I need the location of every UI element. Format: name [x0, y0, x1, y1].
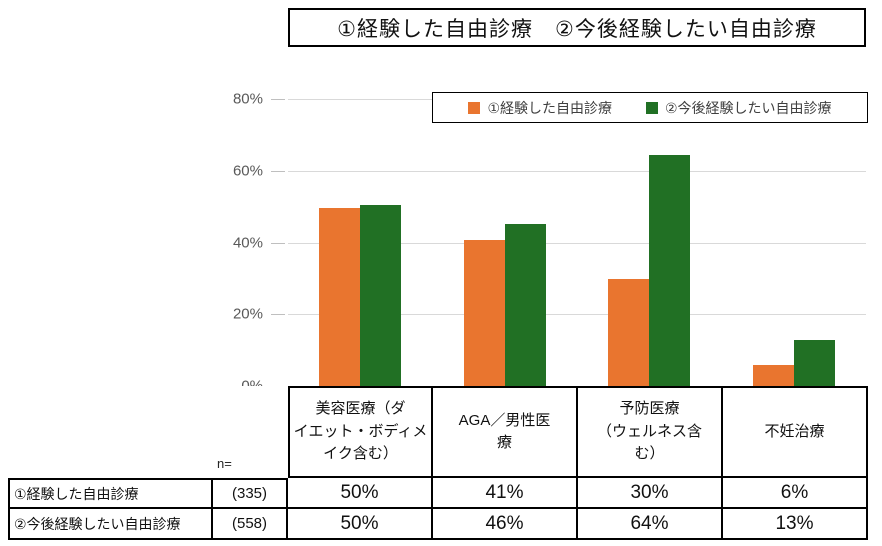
category-header-aga: AGA／男性医 療	[433, 386, 578, 478]
gridline-40	[288, 242, 866, 244]
y-axis-label: 40%	[232, 234, 263, 251]
category-header-fertility: 不妊治療	[723, 386, 868, 478]
bar-group-aga	[433, 99, 578, 386]
data-table: n= 美容医療（ダ イエット・ボディメ イク含む） AGA／男性医 療 予防医療…	[8, 386, 868, 540]
category-header-preventive: 予防医療 （ウェルネス含 む）	[578, 386, 723, 478]
y-axis-tick	[271, 314, 285, 316]
legend-label-series1: ①経験した自由診療	[487, 99, 612, 116]
n-value-experienced: (335)	[213, 478, 288, 509]
legend-item-series1: ①経験した自由診療	[468, 98, 612, 118]
y-axis-tick	[271, 99, 285, 100]
bar-group-preventive	[577, 99, 722, 386]
bar-groups	[288, 99, 866, 386]
value-cell: 41%	[433, 478, 578, 509]
legend-item-series2: ②今後経験したい自由診療	[646, 98, 832, 118]
row-label-experienced: ①経験した自由診療	[8, 478, 213, 509]
legend-swatch-orange-icon	[468, 101, 481, 114]
gridline-20	[288, 314, 866, 316]
gridline-60	[288, 170, 866, 172]
bar-series2-preventive	[649, 155, 691, 386]
legend-swatch-green-icon	[646, 101, 658, 114]
value-cell: 13%	[723, 509, 868, 540]
value-cell: 46%	[433, 509, 578, 540]
row-label-want: ②今後経験したい自由診療	[8, 509, 213, 540]
bar-group-fertility	[722, 99, 867, 386]
value-cell: 6%	[723, 478, 868, 509]
bar-series2-fertility	[793, 339, 835, 386]
y-axis: 80% 60% 40% 20% 0%	[203, 91, 287, 395]
bar-series2-aga	[504, 223, 546, 386]
value-cell: 64%	[578, 509, 723, 540]
bar-series1-aga	[463, 240, 505, 386]
bar-series1-beauty	[319, 208, 361, 386]
bar-series1-preventive	[608, 278, 650, 386]
category-header-beauty: 美容医療（ダ イエット・ボディメ イク含む）	[288, 386, 433, 478]
chart-plot	[288, 99, 866, 386]
legend-label-series2: ②今後経験したい自由診療	[665, 99, 832, 116]
y-axis-label: 20%	[232, 305, 263, 323]
y-axis-label: 80%	[232, 90, 263, 108]
bar-group-beauty	[288, 99, 433, 386]
value-cell: 50%	[288, 478, 433, 509]
y-axis-label: 60%	[232, 162, 263, 180]
value-cell: 30%	[578, 478, 723, 509]
n-label: n=	[213, 386, 288, 478]
bar-series1-fertility	[752, 365, 794, 386]
chart-title: ①経験した自由診療 ②今後経験したい自由診療	[288, 8, 866, 47]
y-axis-tick	[271, 170, 285, 172]
bar-series2-beauty	[360, 205, 402, 386]
value-cell: 50%	[288, 509, 433, 540]
n-value-want: (558)	[213, 509, 288, 540]
legend: ①経験した自由診療 ②今後経験したい自由診療	[432, 92, 868, 123]
y-axis-tick	[271, 242, 285, 244]
